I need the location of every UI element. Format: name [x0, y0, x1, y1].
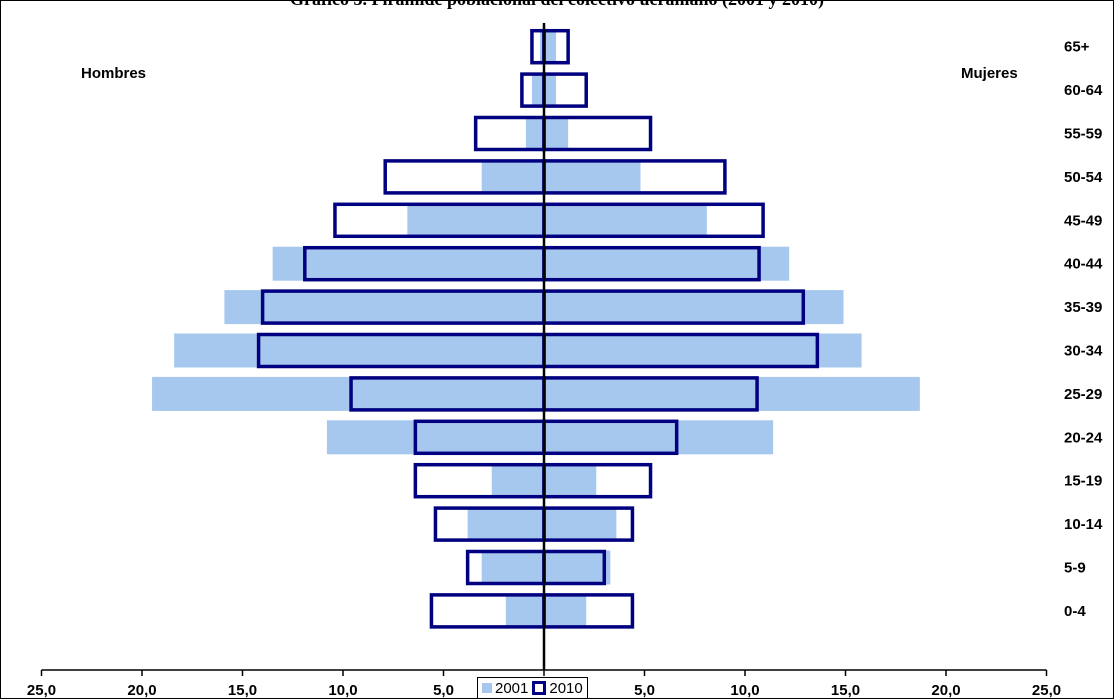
legend-label-2001: 2001	[495, 679, 529, 697]
legend-swatch-2010	[532, 681, 547, 695]
category-label-40-44: 40-44	[1064, 256, 1103, 273]
bar-2001-men-10-14	[467, 507, 544, 542]
x-tick-label-8: 15,0	[831, 682, 860, 698]
bar-2001-women-25-29	[544, 376, 920, 411]
legend-item-2010: 2010	[532, 679, 583, 697]
category-label-45-49: 45-49	[1064, 212, 1102, 229]
bar-2001-women-60-64	[544, 73, 557, 108]
bar-2001-women-35-39	[544, 290, 844, 325]
bar-2001-men-65+	[539, 29, 544, 64]
category-label-15-19: 15-19	[1064, 473, 1102, 490]
category-label-65+: 65+	[1064, 39, 1090, 56]
category-label-10-14: 10-14	[1064, 516, 1103, 533]
bar-2001-men-25-29	[152, 376, 545, 411]
bar-2001-women-45-49	[544, 203, 707, 238]
x-tick-label-7: 10,0	[730, 682, 759, 698]
bar-2001-men-60-64	[531, 73, 544, 108]
bar-2001-men-20-24	[326, 420, 544, 455]
category-label-20-24: 20-24	[1064, 429, 1103, 446]
bar-2001-men-30-34	[174, 333, 544, 368]
legend-swatch-2001	[482, 683, 492, 693]
category-label-60-64: 60-64	[1064, 82, 1103, 99]
legend: 2001 2010	[477, 677, 588, 698]
bar-2001-women-10-14	[544, 507, 617, 542]
men-label: Hombres	[81, 65, 147, 82]
bar-2001-women-55-59	[544, 116, 569, 151]
category-label-5-9: 5-9	[1064, 560, 1086, 577]
bar-2001-men-55-59	[525, 116, 544, 151]
bar-2001-men-45-49	[407, 203, 544, 238]
category-label-30-34: 30-34	[1064, 343, 1103, 360]
bar-2001-women-30-34	[544, 333, 862, 368]
legend-item-2001: 2001	[482, 680, 528, 697]
x-tick-label-9: 20,0	[931, 682, 960, 698]
category-label-55-59: 55-59	[1064, 126, 1102, 143]
bar-2001-women-20-24	[544, 420, 774, 455]
x-tick-label-6: 5,0	[634, 682, 655, 698]
women-label: Mujeres	[961, 65, 1018, 82]
x-tick-label-10: 25,0	[1032, 682, 1061, 698]
bar-2001-men-5-9	[481, 550, 544, 585]
bar-2001-men-40-44	[272, 246, 544, 281]
x-tick-label-1: 20,0	[127, 682, 156, 698]
bar-2001-women-65+	[544, 29, 557, 64]
category-label-50-54: 50-54	[1064, 169, 1103, 186]
bar-2001-men-0-4	[505, 593, 544, 628]
x-tick-label-2: 15,0	[228, 682, 257, 698]
x-tick-label-3: 10,0	[328, 682, 357, 698]
bar-2001-women-5-9	[544, 550, 611, 585]
x-tick-label-4: 5,0	[433, 682, 454, 698]
bar-2001-women-0-4	[544, 593, 587, 628]
bar-2001-women-15-19	[544, 463, 597, 498]
bar-2001-men-35-39	[224, 290, 544, 325]
category-label-0-4: 0-4	[1064, 603, 1086, 620]
bar-2001-women-40-44	[544, 246, 790, 281]
bar-2001-men-50-54	[481, 159, 544, 194]
bar-2001-women-50-54	[544, 159, 641, 194]
category-label-35-39: 35-39	[1064, 299, 1102, 316]
category-label-25-29: 25-29	[1064, 386, 1102, 403]
bar-2001-men-15-19	[491, 463, 544, 498]
chart-title: Gráfico 3. Pirámide poblacional del cole…	[1, 1, 1113, 10]
x-tick-label-0: 25,0	[27, 682, 56, 698]
legend-label-2010: 2010	[549, 679, 583, 697]
